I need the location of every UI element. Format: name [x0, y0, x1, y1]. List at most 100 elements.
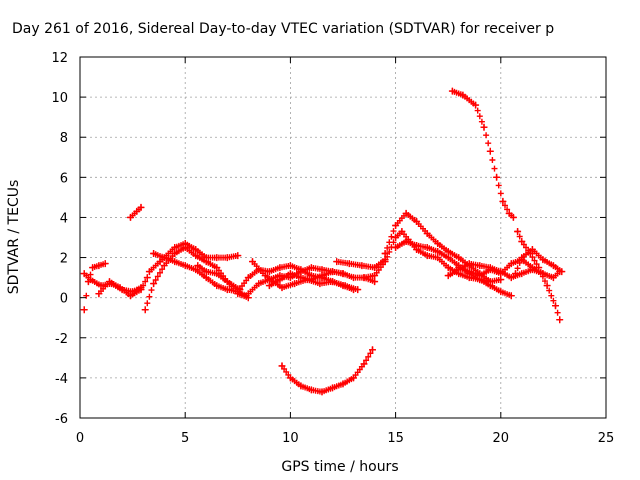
y-tick-label: 4: [60, 211, 68, 226]
data-point: [512, 270, 519, 278]
data-point: [116, 284, 124, 292]
data-point: [127, 213, 134, 221]
series-arc-19: [448, 87, 517, 221]
series-markers: [333, 256, 389, 271]
data-point: [518, 254, 526, 262]
axis-ticks: 0 5 10 15 20 25 -6 -4 -2 0 2 4 6 8 10 12: [51, 51, 614, 446]
data-point: [381, 250, 389, 257]
data-point: [371, 272, 379, 280]
data-point: [518, 270, 526, 278]
data-point: [434, 254, 442, 262]
data-point: [434, 248, 442, 255]
data-point: [556, 316, 564, 324]
data-point: [202, 268, 210, 276]
data-point: [476, 272, 484, 280]
data-point: [514, 228, 522, 235]
data-point: [80, 306, 88, 314]
data-point: [141, 306, 149, 314]
data-point: [549, 262, 557, 270]
data-point: [465, 268, 473, 276]
data-point: [286, 374, 294, 382]
data-point: [95, 262, 103, 270]
data-point: [444, 272, 452, 280]
data-point: [244, 290, 252, 298]
data-point: [150, 250, 158, 257]
y-tick-label: 12: [51, 51, 68, 66]
data-point: [455, 254, 463, 262]
series-arc-14: [278, 346, 376, 396]
data-point: [329, 268, 336, 276]
data-point: [318, 272, 326, 280]
data-point: [434, 240, 442, 247]
y-tick-label: 0: [60, 292, 68, 307]
data-point: [101, 260, 109, 268]
data-point: [307, 386, 315, 394]
data-point: [371, 264, 379, 272]
series-arc-3: [95, 274, 151, 300]
data-point: [329, 384, 336, 392]
data-point: [480, 123, 488, 131]
data-point: [276, 264, 284, 272]
data-point: [286, 262, 294, 270]
data-point: [413, 218, 421, 225]
data-point: [507, 274, 515, 282]
data-point: [499, 197, 507, 205]
series-arc-21: [514, 228, 564, 324]
data-point: [444, 264, 452, 272]
series-markers: [194, 262, 252, 301]
data-point: [137, 286, 145, 294]
data-point: [171, 250, 179, 257]
data-point: [89, 264, 97, 272]
data-point: [535, 264, 543, 272]
data-point: [493, 173, 501, 181]
data-point: [194, 262, 202, 270]
x-tick-label: 10: [282, 431, 299, 446]
data-point: [528, 264, 536, 272]
y-tick-label: 8: [60, 131, 68, 146]
data-point: [392, 234, 400, 241]
data-point: [518, 238, 526, 245]
data-point: [213, 254, 221, 262]
data-point: [192, 252, 200, 260]
data-point: [80, 270, 88, 278]
series-layer: [80, 87, 566, 396]
data-point: [354, 286, 362, 294]
series-arc-8: [194, 262, 252, 302]
data-point: [249, 258, 256, 266]
data-point: [539, 256, 547, 264]
data-point: [156, 258, 164, 266]
data-point: [358, 262, 366, 270]
data-point: [297, 268, 305, 276]
data-point: [106, 278, 113, 286]
data-point: [278, 284, 286, 292]
data-point: [171, 244, 179, 251]
data-point: [276, 276, 284, 284]
data-point: [202, 274, 210, 282]
data-point: [291, 280, 299, 288]
data-point: [223, 286, 231, 294]
data-point: [202, 254, 210, 262]
x-axis-title: GPS time / hours: [281, 459, 398, 475]
data-point: [223, 278, 231, 286]
data-point: [497, 288, 505, 296]
data-point: [448, 87, 456, 95]
data-point: [87, 276, 94, 284]
data-point: [192, 246, 200, 253]
chart-title: Day 261 of 2016, Sidereal Day-to-day VTE…: [12, 21, 554, 37]
data-point: [160, 254, 168, 262]
data-point: [402, 209, 410, 217]
data-point: [413, 242, 421, 249]
data-point: [261, 272, 269, 280]
data-point: [423, 244, 431, 251]
series-markers: [95, 274, 151, 299]
x-tick-label: 5: [181, 431, 189, 446]
data-point: [171, 258, 179, 266]
series-markers: [449, 88, 517, 221]
plot-frame: [79, 56, 607, 419]
data-point: [95, 290, 103, 298]
x-tick-label: 25: [598, 431, 615, 446]
data-point: [160, 262, 168, 270]
data-point: [552, 302, 559, 310]
data-point: [392, 222, 400, 229]
